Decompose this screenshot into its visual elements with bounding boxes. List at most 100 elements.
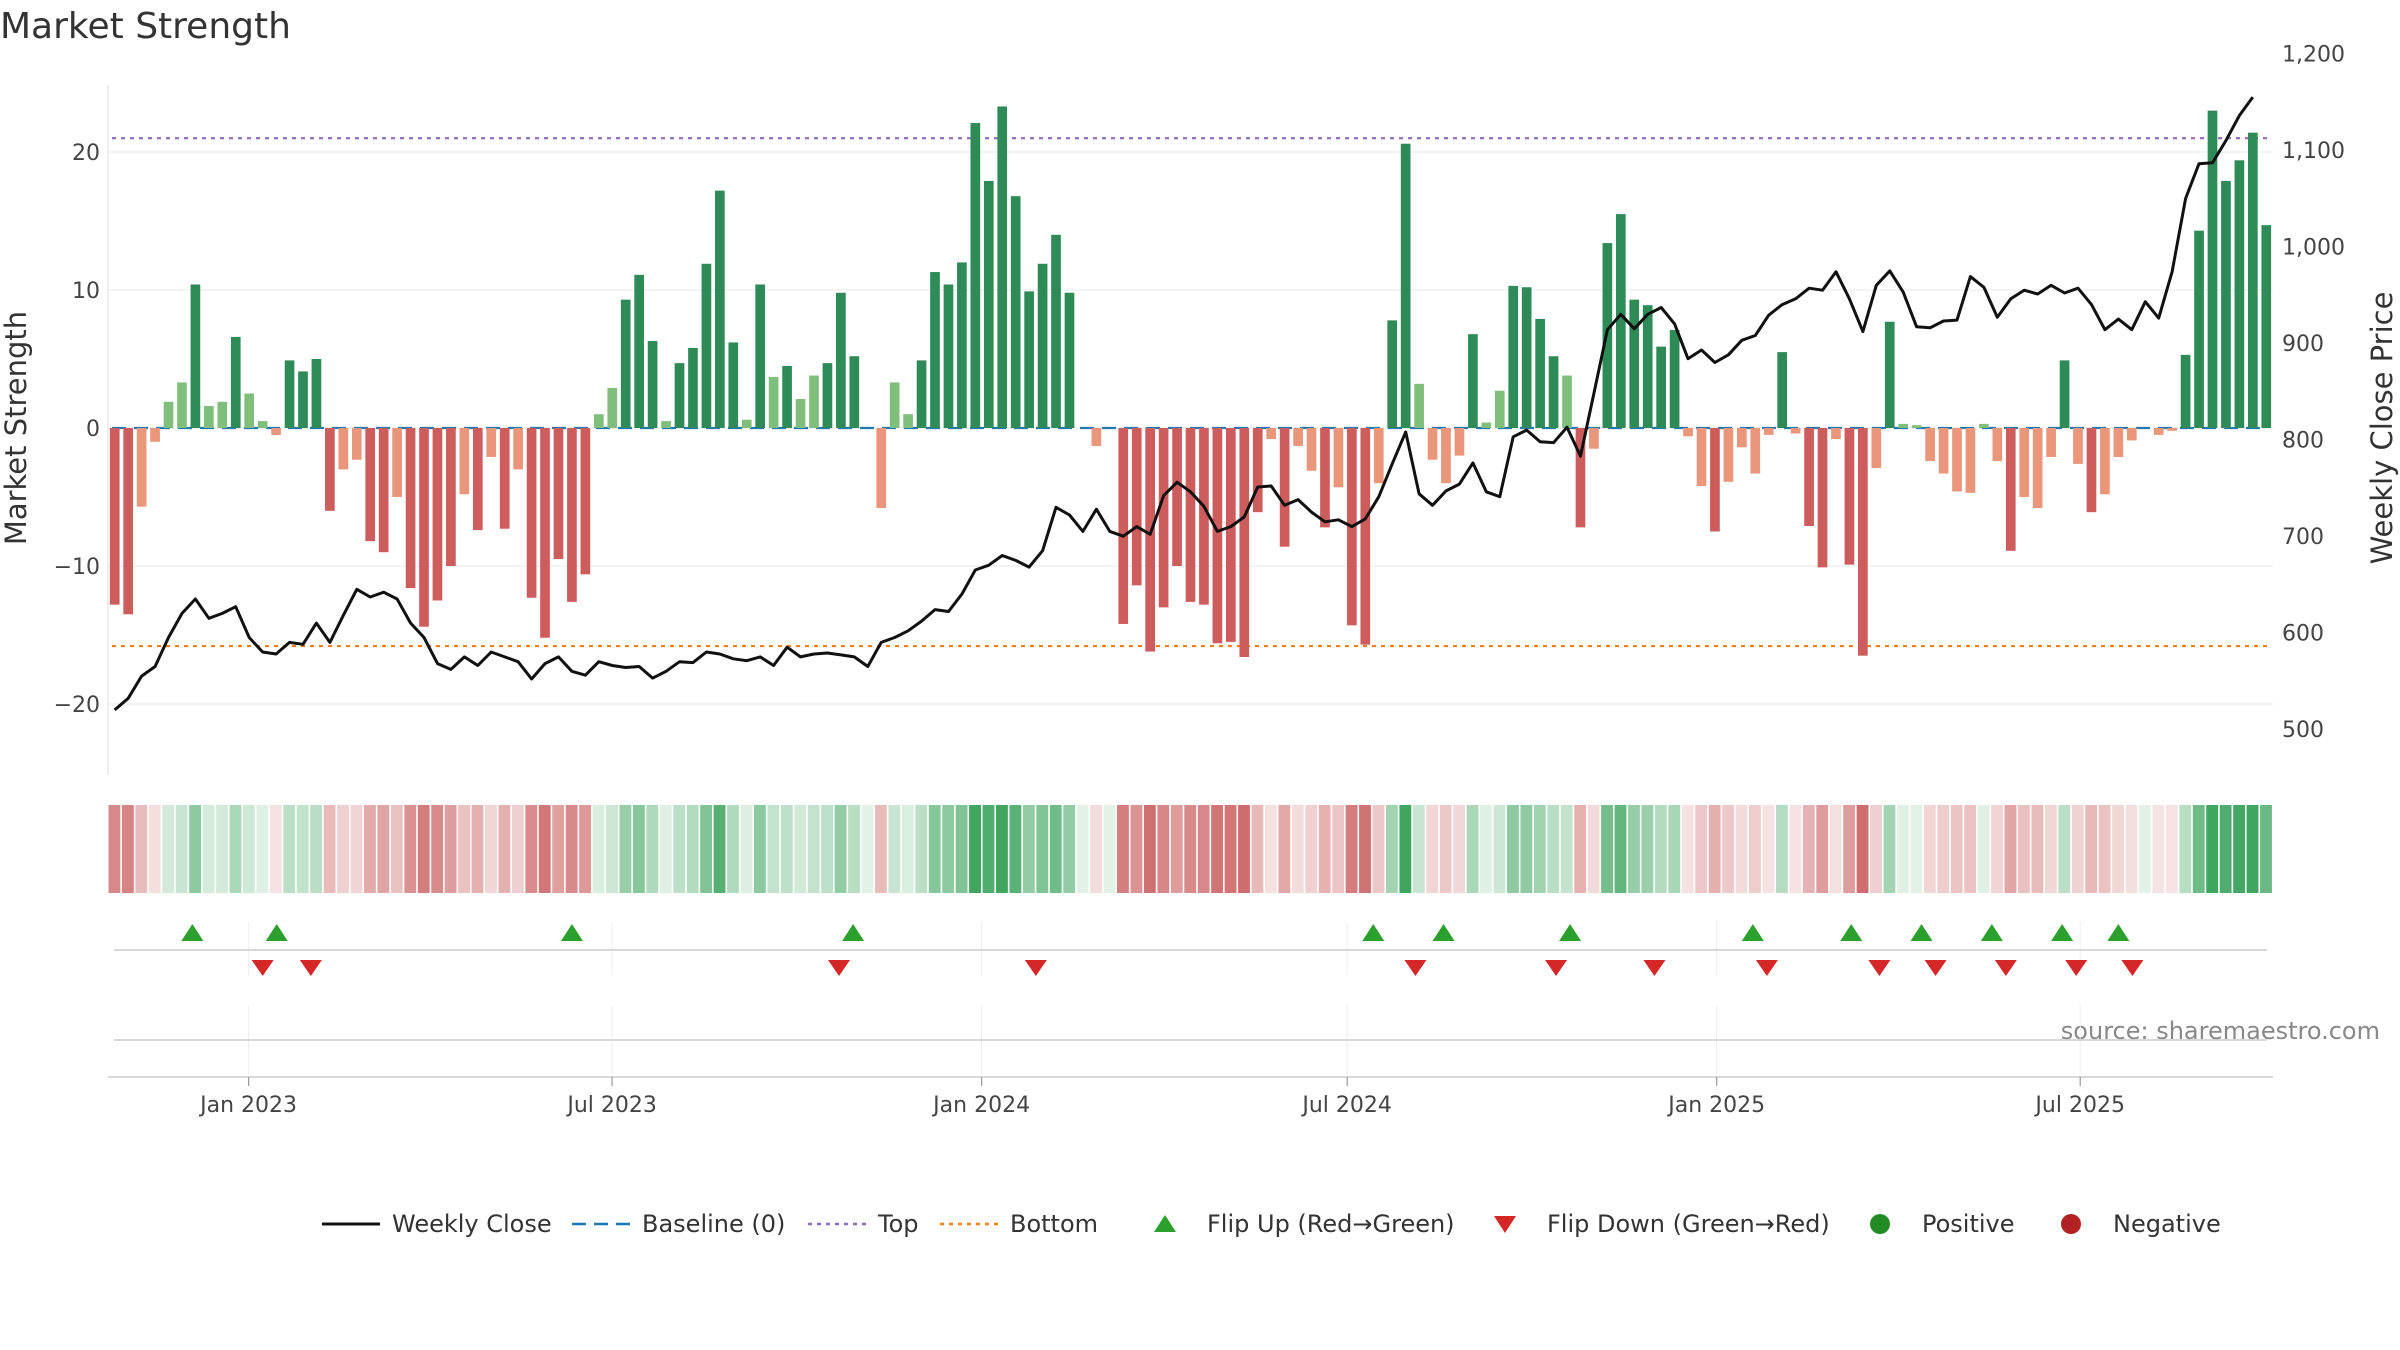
- strength-bar-101: [1468, 334, 1478, 428]
- strength-bar-118: [1696, 428, 1707, 486]
- strip-cell-124: [1775, 805, 1788, 893]
- weekly-close-line: [113, 96, 2255, 712]
- strip-cell-152: [2152, 805, 2165, 893]
- strip-cell-84: [1238, 805, 1250, 893]
- strip-cell-147: [2085, 805, 2098, 893]
- x-tick-label-1: Jul 2023: [565, 1093, 657, 1118]
- strength-bar-22: [405, 428, 416, 589]
- strip-cell-116: [1668, 805, 1681, 893]
- strength-bar-123: [1763, 428, 1774, 435]
- strip-cell-18: [350, 805, 363, 893]
- legend-item-4: Flip Up (Red→Green): [1154, 1210, 1455, 1238]
- strip-cell-142: [2018, 805, 2030, 893]
- strength-bar-50: [782, 365, 792, 428]
- strength-bar-40: [647, 341, 658, 428]
- flip-up-marker-2: [560, 924, 583, 941]
- flip-down-marker-5: [1545, 960, 1568, 976]
- strength-bar-7: [204, 405, 214, 428]
- strip-cell-14: [296, 805, 309, 893]
- legend-label-1: Baseline (0): [642, 1210, 785, 1238]
- right-tick-label-6: 600: [2282, 622, 2324, 647]
- strip-cell-20: [377, 805, 390, 893]
- strength-bar-142: [2019, 428, 2030, 497]
- strength-bar-134: [1911, 425, 1922, 428]
- x-tick-label-3: Jul 2024: [1300, 1093, 1392, 1118]
- strip-cell-26: [458, 805, 470, 893]
- strength-bar-55: [849, 356, 860, 428]
- strip-cell-150: [2125, 805, 2138, 893]
- strength-bar-37: [607, 387, 618, 428]
- y-axis-left-title: Market Strength: [0, 311, 33, 545]
- strip-cell-96: [1399, 805, 1412, 893]
- strip-cell-146: [2071, 805, 2084, 893]
- strength-bar-91: [1333, 428, 1344, 488]
- legend-item-0: Weekly Close: [322, 1210, 552, 1238]
- flip-up-marker-1: [265, 924, 288, 941]
- strength-bar-154: [2180, 354, 2191, 428]
- strength-bar-152: [2153, 428, 2164, 435]
- strip-cell-30: [511, 805, 524, 893]
- strength-bar-24: [432, 428, 443, 601]
- strip-cell-27: [471, 805, 484, 893]
- strength-bar-3: [150, 428, 160, 442]
- strength-bar-136: [1938, 428, 1949, 474]
- strip-cell-21: [390, 805, 403, 893]
- strength-bar-53: [822, 363, 833, 428]
- strength-bar-62: [943, 284, 954, 428]
- right-tick-label-7: 500: [2282, 718, 2324, 743]
- strip-cell-67: [1009, 805, 1022, 893]
- strip-cell-149: [2112, 805, 2124, 893]
- flip-down-marker-7: [1755, 960, 1778, 976]
- flip-up-marker-12: [2107, 924, 2130, 941]
- strip-cell-100: [1453, 805, 1466, 893]
- strip-cell-78: [1157, 805, 1170, 893]
- strip-cell-145: [2058, 805, 2071, 893]
- strength-bar-63: [957, 262, 967, 428]
- strip-cell-121: [1735, 805, 1748, 893]
- strength-bar-102: [1481, 422, 1492, 428]
- flip-up-marker-9: [1910, 924, 1933, 941]
- strength-bar-59: [903, 414, 913, 428]
- strength-bar-133: [1898, 423, 1909, 428]
- strip-cell-1: [121, 805, 134, 893]
- x-tick-label-2: Jan 2024: [931, 1093, 1030, 1118]
- strength-bar-116: [1669, 330, 1680, 428]
- strength-bar-160: [2261, 225, 2272, 428]
- flip-down-marker-11: [2065, 960, 2088, 976]
- strip-cell-98: [1426, 805, 1439, 893]
- strip-cell-87: [1278, 805, 1291, 893]
- strip-cell-64: [969, 805, 981, 893]
- strength-bar-97: [1414, 383, 1424, 428]
- strip-cell-47: [740, 805, 753, 893]
- strength-bar-94: [1373, 428, 1384, 484]
- strip-cell-32: [538, 805, 551, 893]
- legend-label-0: Weekly Close: [392, 1210, 552, 1238]
- strip-cell-62: [942, 805, 955, 893]
- strength-bars: [109, 106, 2272, 658]
- strength-bar-88: [1293, 428, 1303, 446]
- strength-bar-26: [459, 428, 470, 495]
- strip-cell-66: [996, 805, 1008, 893]
- strip-cell-37: [606, 805, 618, 893]
- strip-cell-15: [310, 805, 323, 893]
- strength-bar-19: [365, 428, 376, 542]
- strip-cell-36: [592, 805, 605, 893]
- flip-down-marker-9: [1924, 960, 1947, 976]
- strip-cell-159: [2246, 805, 2259, 893]
- left-tick-label-4: −20: [54, 693, 100, 718]
- strip-cell-63: [955, 805, 968, 893]
- legend-swatch-4: [1154, 1215, 1176, 1232]
- strength-bar-2: [136, 428, 147, 507]
- y-axis-right-title: Weekly Close Price: [2365, 292, 2399, 565]
- strength-bar-125: [1790, 428, 1801, 434]
- strip-cell-7: [202, 805, 215, 893]
- strip-cell-68: [1022, 805, 1035, 893]
- strength-bar-95: [1387, 320, 1398, 428]
- strip-cell-72: [1076, 805, 1089, 893]
- strip-cell-160: [2260, 805, 2272, 893]
- strength-bar-106: [1535, 318, 1545, 428]
- strength-bar-138: [1965, 428, 1976, 493]
- strip-cell-35: [579, 805, 591, 893]
- strip-cell-101: [1466, 805, 1479, 893]
- strength-bar-110: [1589, 428, 1599, 449]
